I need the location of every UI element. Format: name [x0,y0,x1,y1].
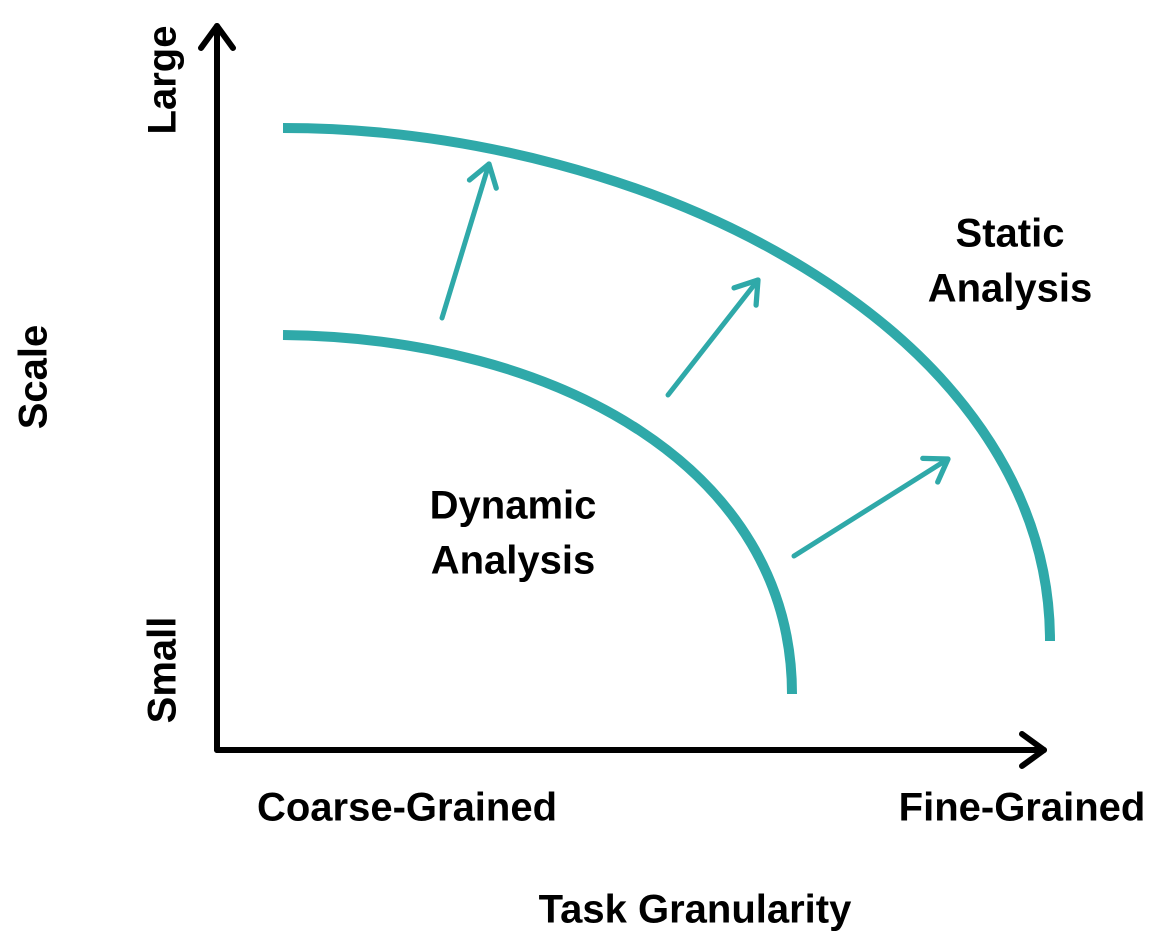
y-low-label: Small [141,617,185,724]
y-axis-arrowhead [198,23,236,51]
x-axis-arrowhead [1019,731,1047,769]
axes [198,23,1047,769]
shift-arrow [791,455,951,559]
region-label: Analysis [928,267,1093,311]
x-low-label: Coarse-Grained [257,786,557,830]
static-frontier [282,123,1055,642]
x-high-label: Fine-Grained [899,786,1146,830]
shift-arrows [439,161,951,559]
region-label: Analysis [431,539,596,583]
y-high-label: Large [141,26,185,135]
region-label: Static [956,212,1065,256]
region-label: Dynamic [430,484,597,528]
shift-arrow [439,161,499,321]
dynamic-frontier [282,330,797,695]
shift-arrow [665,277,761,398]
frontiers [282,123,1055,695]
y-axis-label: Scale [12,325,56,430]
x-axis-label: Task Granularity [539,888,852,932]
